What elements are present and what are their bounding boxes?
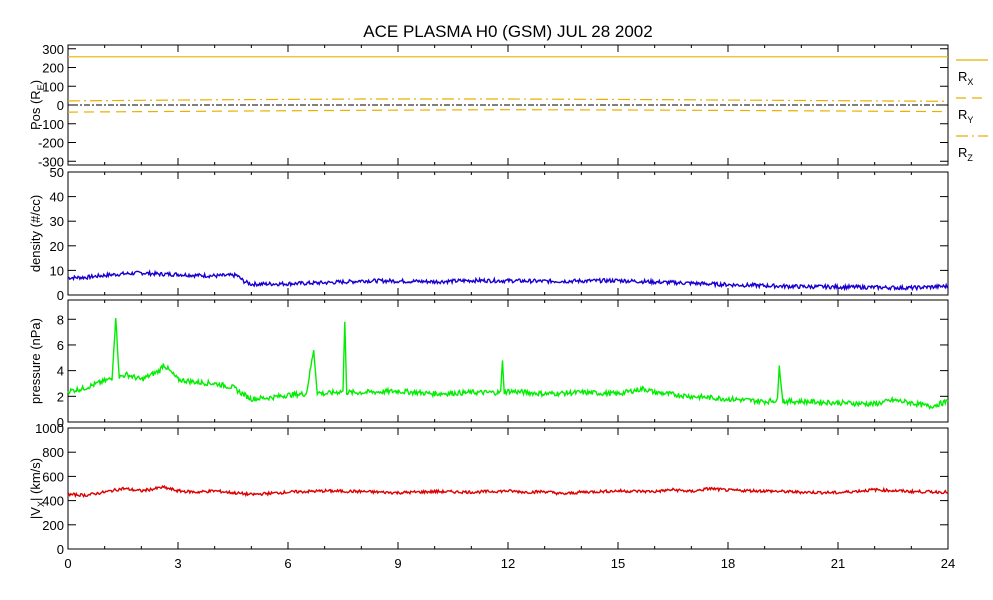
y-tick-label: 40 [50,190,64,205]
y-tick-label: -100 [38,117,64,132]
position-legend: RX RY RZ [956,59,988,163]
x-tick-label: 0 [64,556,71,571]
y-axis-label: |VX| (km/s) [28,458,46,519]
panel-frame [67,427,949,550]
x-tick-label: 9 [394,556,401,571]
series-line-density [67,269,949,292]
legend-label-rx: RX [958,69,973,87]
y-tick-label: 0 [57,98,64,113]
y-tick-label: 100 [42,79,64,94]
y-axis-label: pressure (nPa) [28,318,43,404]
y-tick-label: 20 [50,239,64,254]
legend-label-rz: RZ [958,145,973,163]
legend-label-ry: RY [958,107,973,125]
y-tick-label: 30 [50,214,64,229]
y-tick-label: 200 [42,518,64,533]
y-tick-label: 0 [57,542,64,557]
y-tick-label: 200 [42,61,64,76]
panel-frame [67,171,949,296]
y-tick-label: 0 [57,415,64,430]
series-line-rz [67,98,949,102]
y-axis-label: Pos (RE) [28,80,46,130]
y-tick-label: -200 [38,136,64,151]
panel-velocity: 1000 800 600 400 200 0 |VX| (km/s) [28,421,949,557]
y-axis-label: density (#/cc) [28,195,43,272]
x-axis: 0 3 6 9 12 15 18 21 24 [64,556,955,571]
x-tick-label: 3 [174,556,181,571]
series-line-ry [67,109,949,113]
series-line-vx [67,484,949,499]
panel-position: 300 200 100 0 -100 -200 -300 Pos (RE) [28,42,949,169]
y-tick-label: 0 [57,288,64,303]
x-tick-label: 6 [284,556,291,571]
x-tick-label: 24 [941,556,955,571]
x-tick-label: 18 [721,556,735,571]
x-tick-label: 15 [611,556,625,571]
y-tick-label: 600 [42,469,64,484]
y-tick-label: 50 [50,165,64,180]
y-tick-label: 400 [42,494,64,509]
panel-pressure: 8 6 4 2 0 pressure (nPa) [28,299,949,430]
y-tick-label: 2 [57,389,64,404]
chart-title: ACE PLASMA H0 (GSM) JUL 28 2002 [363,22,652,41]
panel-density: 50 40 30 20 10 0 density (#/cc) [28,165,949,303]
y-tick-label: 4 [57,364,64,379]
y-tick-label: 300 [42,42,64,57]
y-tick-label: 1000 [35,421,64,436]
y-tick-label: 10 [50,263,64,278]
y-tick-label: 6 [57,338,64,353]
y-tick-label: -300 [38,154,64,169]
y-tick-label: 800 [42,445,64,460]
x-tick-label: 12 [501,556,515,571]
x-tick-label: 21 [831,556,845,571]
series-line-pressure [67,317,949,411]
y-tick-label: 8 [57,312,64,327]
